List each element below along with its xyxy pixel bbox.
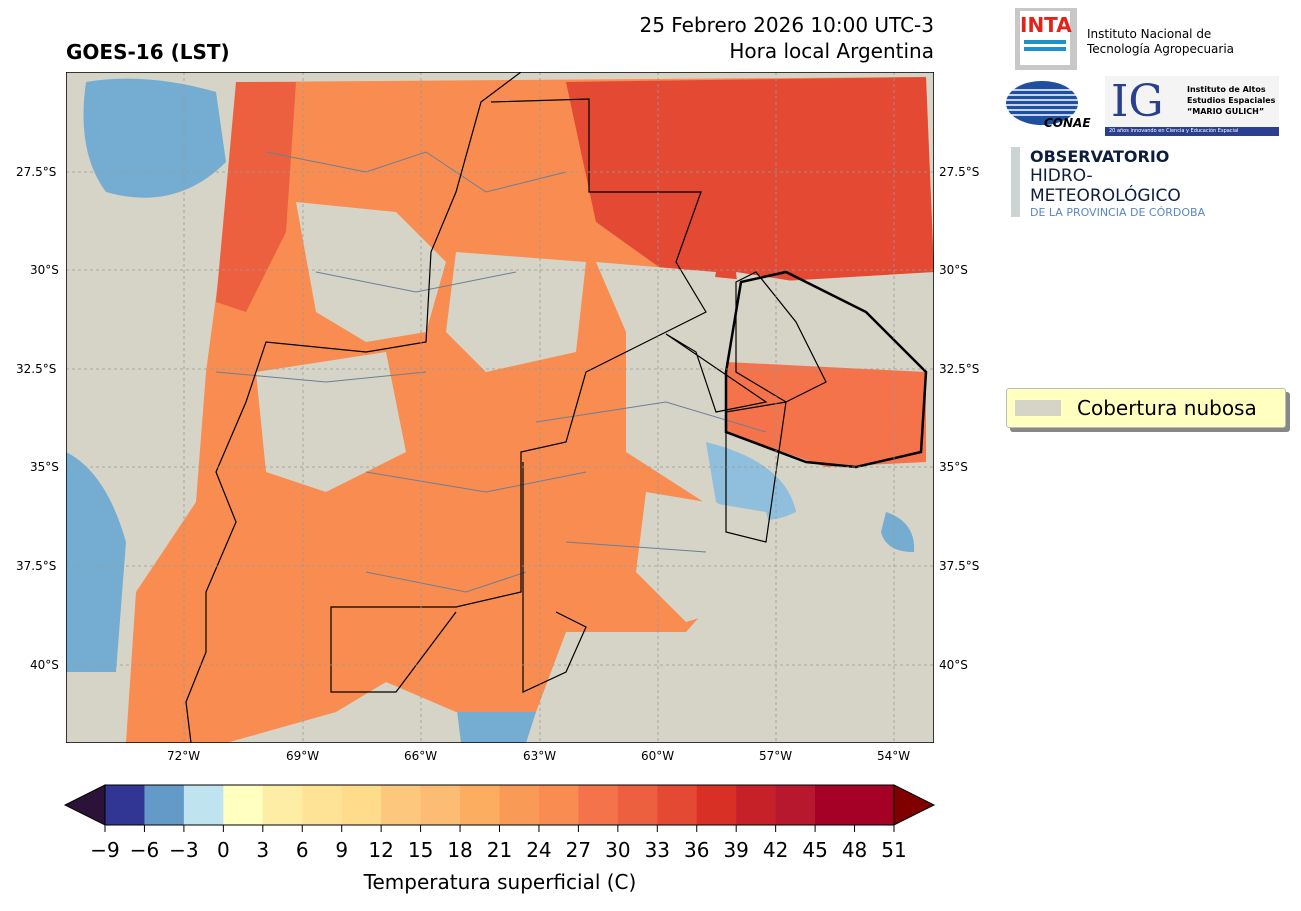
colorbar-tick-label: −9 [90, 838, 120, 862]
colorbar-tick-label: 48 [841, 838, 868, 862]
obs-name-3: DE LA PROVINCIA DE CÓRDOBA [1030, 206, 1206, 219]
cloud-cover-label: Cobertura nubosa [1077, 396, 1257, 420]
lat-tick-right: 27.5°S [939, 165, 980, 179]
colorbar-tick-label: 27 [565, 838, 592, 862]
colorbar-tick-label: 51 [881, 838, 907, 862]
lat-tick-right: 35°S [939, 460, 968, 474]
colorbar-tick-label: 15 [407, 838, 434, 862]
colorbar-tick-label: 45 [802, 838, 828, 862]
inta-name-2: Tecnología Agropecuaria [1087, 42, 1235, 56]
colorbar-tick-label: 0 [216, 838, 230, 862]
conae-logo: CONAE [1004, 80, 1091, 132]
colorbar-tick-label: 30 [605, 838, 631, 862]
temperature-colorbar [63, 784, 936, 832]
ig-logo: IG Instituto de Altos Estudios Espaciale… [1105, 76, 1279, 136]
lst-map [66, 72, 934, 743]
lat-tick-right: 32.5°S [939, 362, 980, 376]
colorbar-segment [341, 785, 382, 825]
lon-tick: 69°W [286, 749, 320, 763]
conae-mark: CONAE [1044, 116, 1091, 130]
graticule [66, 72, 934, 743]
map-title: GOES-16 (LST) [66, 40, 230, 64]
ig-mark: IG [1111, 76, 1164, 127]
colorbar-segment [105, 785, 145, 825]
colorbar-segment [617, 785, 658, 825]
lat-tick-left: 30°S [30, 263, 59, 277]
colorbar-segment [302, 785, 343, 825]
inta-name-1: Instituto Nacional de [1087, 27, 1212, 41]
colorbar-segment [657, 785, 698, 825]
observatorio-logo: OBSERVATORIO HIDRO-METEOROLÓGICO DE LA P… [1011, 147, 1241, 219]
cloud-cover-legend: Cobertura nubosa [1006, 388, 1286, 428]
lon-tick: 72°W [167, 749, 201, 763]
lat-tick-right: 37.5°S [939, 559, 980, 573]
colorbar-over-extension [893, 784, 936, 826]
colorbar-under-extension [63, 784, 106, 826]
date-line: 25 Febrero 2026 10:00 UTC-3 [639, 13, 934, 37]
colorbar-tick-label: 24 [526, 838, 552, 862]
lon-tick: 57°W [759, 749, 793, 763]
colorbar-segment [499, 785, 540, 825]
colorbar-segment [775, 785, 816, 825]
lat-tick-left: 32.5°S [16, 362, 57, 376]
colorbar-tick-label: 33 [644, 838, 671, 862]
colorbar-segment [538, 785, 579, 825]
uruguay-border [724, 270, 928, 469]
colorbar-segment [381, 785, 422, 825]
colorbar-segment [696, 785, 737, 825]
colorbar-tick-label: 42 [762, 838, 789, 862]
colorbar-segment [460, 785, 500, 825]
lon-tick: 60°W [641, 749, 675, 763]
province-borders [185, 72, 827, 743]
timezone-line: Hora local Argentina [729, 39, 934, 63]
lon-tick: 54°W [877, 749, 911, 763]
colorbar-tick-label: 6 [295, 838, 309, 862]
colorbar-tick-label: 9 [335, 838, 349, 862]
timestamp: 25 Febrero 2026 10:00 UTC-3 Hora local A… [639, 12, 934, 64]
ig-tagline: 20 años innovando en Ciencia y Educación… [1105, 127, 1279, 136]
lon-tick: 66°W [404, 749, 438, 763]
lat-tick-left: 35°S [30, 460, 59, 474]
colorbar-tick-label: −6 [129, 838, 160, 862]
inta-logo: INTA [1015, 8, 1077, 70]
lat-tick-left: 27.5°S [16, 165, 57, 179]
colorbar-segment [815, 785, 856, 825]
colorbar-tick-label: 12 [368, 838, 394, 862]
lat-tick-right: 30°S [939, 263, 968, 277]
lat-tick-left: 37.5°S [16, 559, 57, 573]
colorbar-tick-label: 18 [447, 838, 473, 862]
colorbar-segment [736, 785, 777, 825]
obs-name-2: HIDRO-METEOROLÓGICO [1030, 166, 1181, 206]
colorbar-tick-label: −3 [169, 838, 199, 862]
lon-tick: 63°W [523, 749, 557, 763]
colorbar-segment [420, 785, 461, 825]
obs-name-1: OBSERVATORIO [1030, 147, 1170, 166]
colorbar-tick-label: 39 [723, 838, 749, 862]
department-borders [215, 151, 767, 593]
lat-tick-left: 40°S [30, 658, 59, 672]
colorbar-segment [262, 785, 303, 825]
lat-tick-right: 40°S [939, 658, 968, 672]
colorbar-segment [223, 785, 264, 825]
colorbar-tick-label: 21 [486, 838, 513, 862]
colorbar-segment [144, 785, 185, 825]
colorbar-segment [578, 785, 619, 825]
inta-mark: INTA [1020, 13, 1072, 37]
colorbar-segment [183, 785, 224, 825]
colorbar-tick-label: 36 [684, 838, 710, 862]
colorbar-label: Temperatura superficial (C) [363, 870, 637, 894]
colorbar-tick-label: 3 [256, 838, 270, 862]
ig-name-3: “MARIO GULICH” [1187, 107, 1265, 116]
cold-ocean-patches [66, 78, 915, 743]
colorbar-segment [854, 785, 895, 825]
ig-name-1: Instituto de Altos [1187, 85, 1266, 94]
ig-name-2: Estudios Espaciales [1187, 96, 1276, 105]
cloud-cover-swatch [1015, 400, 1061, 416]
